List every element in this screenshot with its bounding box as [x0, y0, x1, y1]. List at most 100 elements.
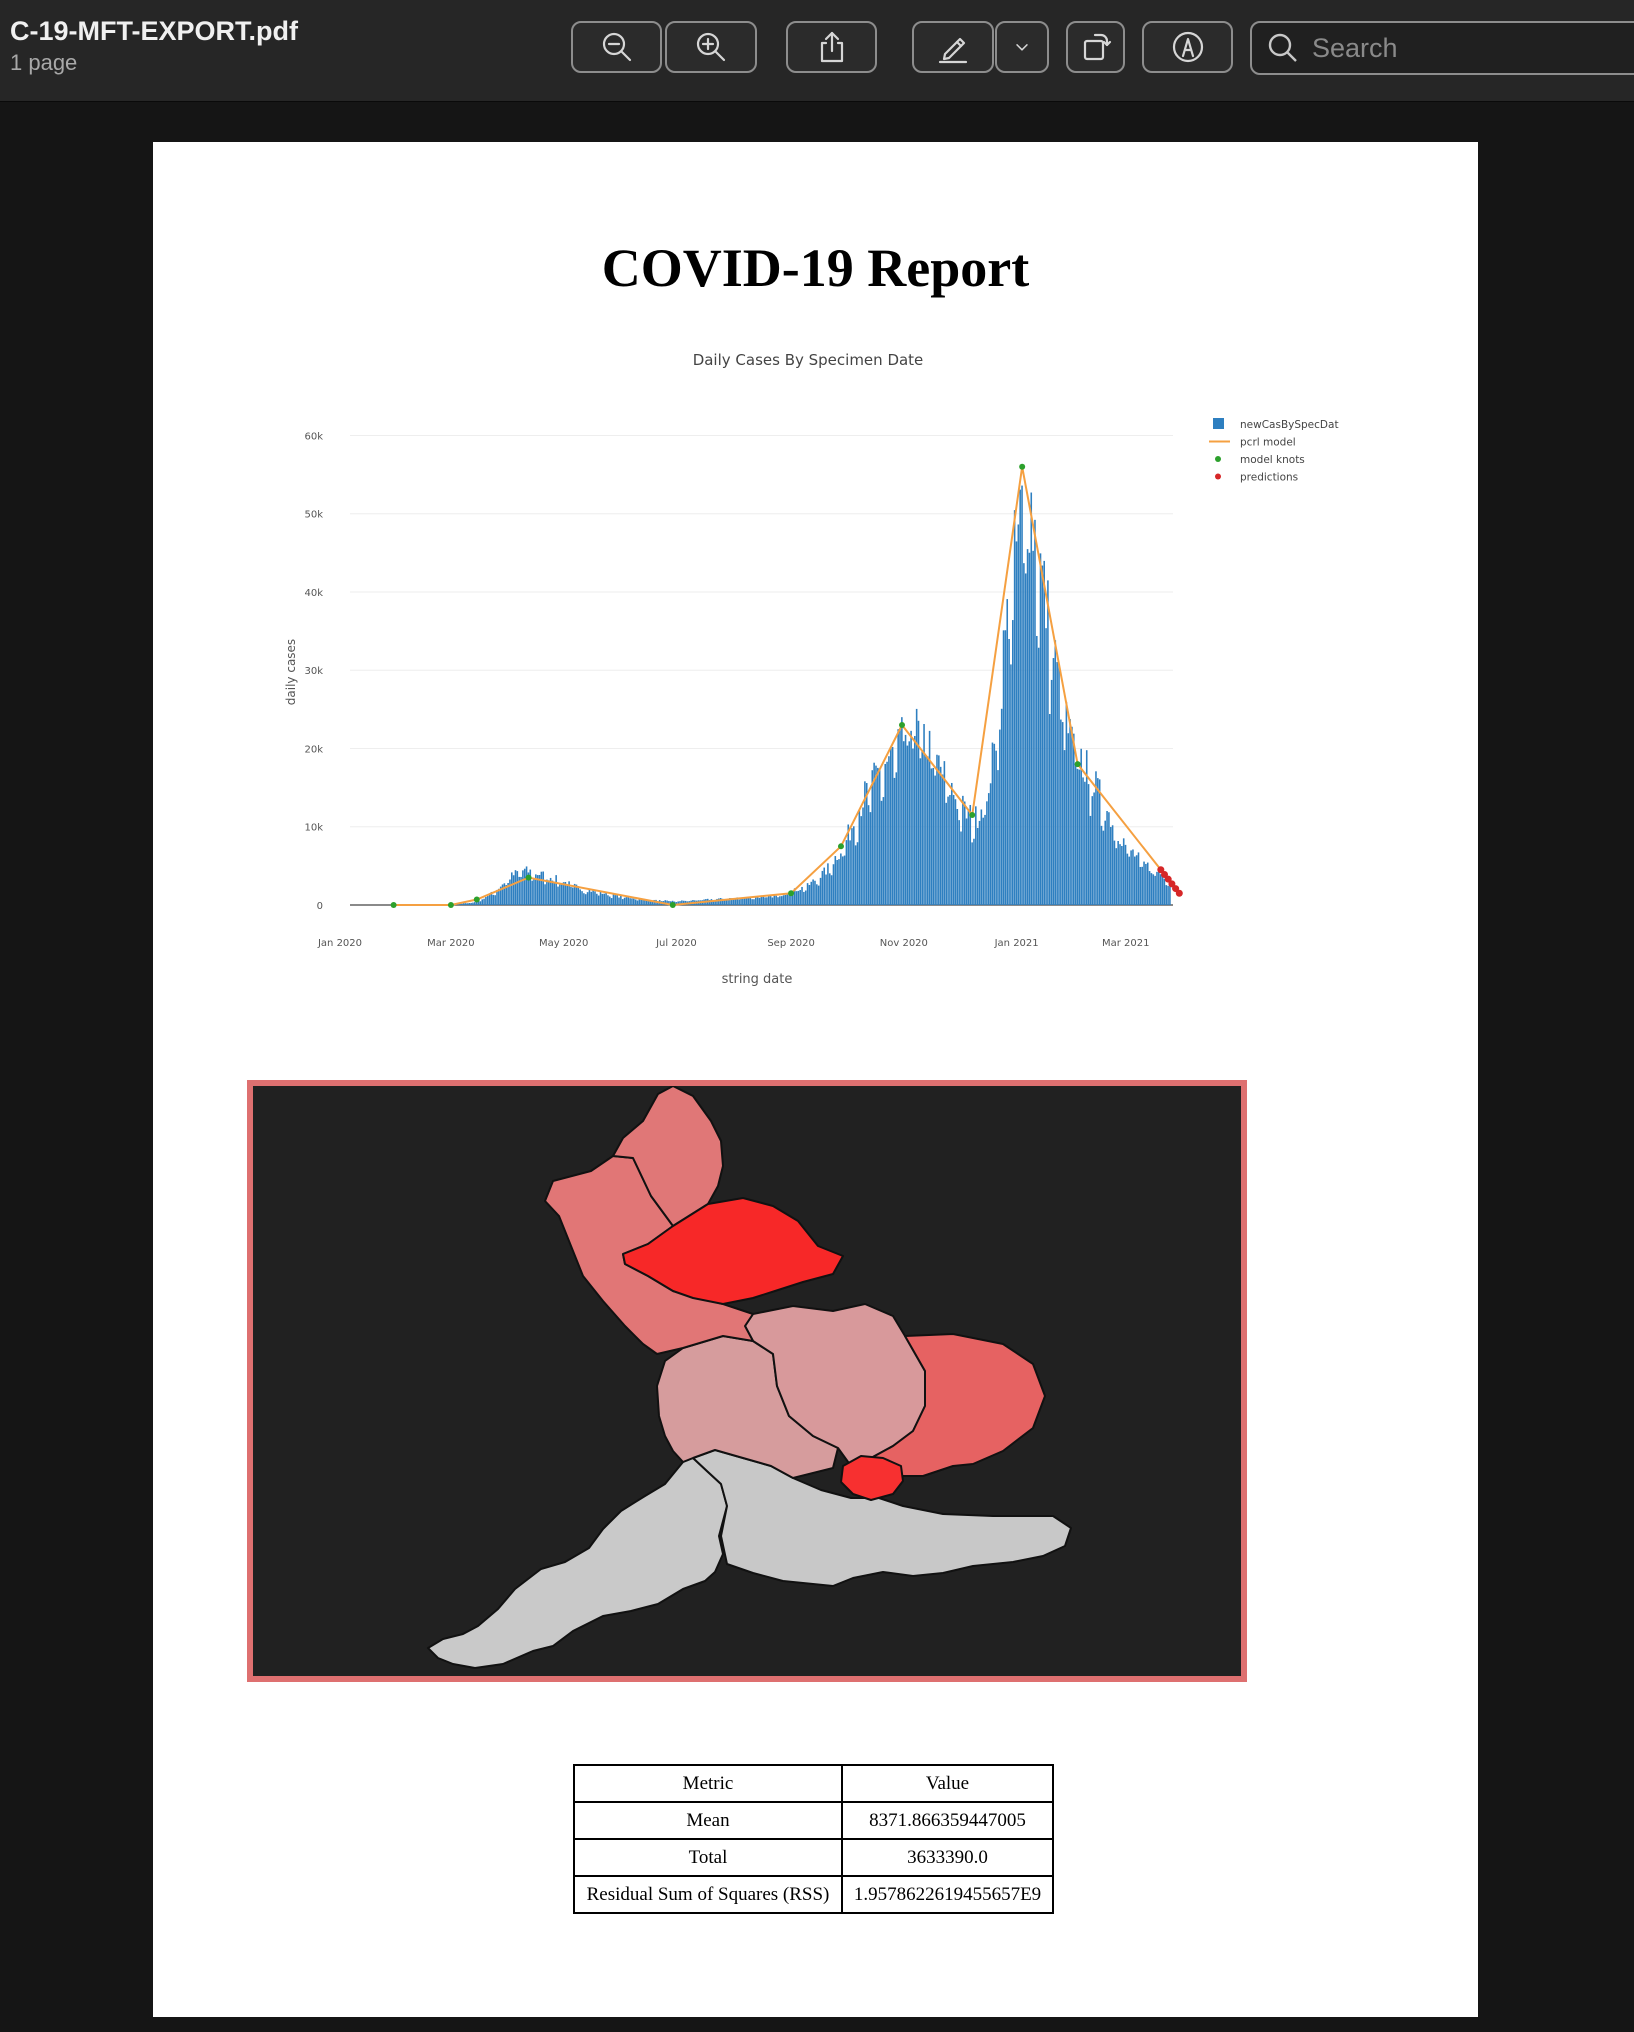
daily-cases-bar: [1167, 885, 1169, 905]
daily-cases-bar: [1036, 635, 1038, 905]
daily-cases-bar: [1010, 664, 1012, 905]
daily-cases-bar: [494, 895, 496, 905]
zoom-in-button[interactable]: [665, 21, 757, 73]
daily-cases-bar: [462, 903, 465, 905]
daily-cases-bar: [740, 898, 742, 905]
daily-cases-bar: [975, 806, 977, 905]
daily-cases-bar: [470, 902, 472, 905]
daily-cases-bar: [1008, 638, 1010, 905]
daily-cases-bar: [926, 756, 929, 905]
legend-point-swatch: [1215, 473, 1221, 480]
daily-cases-bar: [1065, 701, 1068, 905]
daily-cases-bar: [1028, 552, 1031, 905]
daily-cases-bar: [675, 902, 678, 905]
chart-legend: newCasBySpecDat pcrl model model knots pred…: [1209, 418, 1339, 484]
daily-cases-bar: [1056, 662, 1058, 905]
daily-cases-bar: [1021, 485, 1023, 905]
daily-cases-bar: [999, 729, 1001, 905]
daily-cases-bar: [764, 897, 766, 905]
daily-cases-bar: [854, 845, 857, 905]
daily-cases-bar: [1093, 792, 1095, 905]
daily-cases-bar: [1058, 664, 1060, 905]
daily-cases-bar: [599, 890, 602, 905]
daily-cases-bar: [808, 884, 811, 905]
daily-cases-bar: [522, 870, 524, 905]
daily-cases-bar: [533, 878, 535, 905]
legend-label: pcrl model: [1240, 437, 1296, 449]
model-knot: [525, 874, 532, 881]
x-tick-label: Nov 2020: [880, 938, 928, 949]
daily-cases-bar: [904, 734, 907, 905]
share-button[interactable]: [786, 21, 877, 73]
daily-cases-bar: [1158, 871, 1160, 905]
daily-cases-bar: [612, 893, 615, 905]
daily-cases-bar: [1017, 524, 1020, 905]
daily-cases-bar: [984, 814, 986, 905]
y-tick-label: 20k: [304, 744, 323, 755]
zoom-out-button[interactable]: [571, 21, 662, 73]
daily-cases-bar: [982, 817, 984, 905]
daily-cases-bar: [919, 758, 922, 905]
daily-cases-bar: [553, 881, 556, 905]
legend-bar-swatch: [1213, 418, 1224, 429]
daily-cases-bar: [853, 826, 855, 905]
daily-cases-bar: [908, 741, 911, 905]
daily-cases-bar: [1106, 811, 1108, 905]
daily-cases-bar: [958, 820, 960, 905]
daily-cases-bar: [836, 860, 838, 905]
daily-cases-bar: [742, 898, 744, 905]
rotate-button[interactable]: [1066, 21, 1125, 73]
daily-cases-bar: [976, 827, 979, 905]
daily-cases-bar: [941, 774, 944, 905]
markup-menu-button[interactable]: [995, 21, 1049, 73]
daily-cases-bar: [586, 892, 589, 905]
daily-cases-bar: [577, 886, 580, 905]
daily-cases-bar: [1122, 838, 1125, 905]
daily-cases-bar: [546, 879, 548, 905]
daily-cases-bar: [640, 898, 642, 905]
daily-cases-bar: [777, 897, 779, 905]
daily-cases-bar: [943, 761, 946, 905]
daily-cases-bar: [1000, 708, 1003, 905]
daily-cases-bar: [729, 898, 731, 905]
england-region-map: [247, 1080, 1247, 1682]
daily-cases-bar: [1145, 863, 1147, 905]
daily-cases-bar: [507, 882, 509, 905]
daily-cases-bar: [716, 898, 718, 905]
daily-cases-bar: [527, 872, 530, 905]
markup-button[interactable]: [912, 21, 994, 73]
report-title: COVID-19 Report: [601, 238, 1030, 298]
daily-cases-bar: [472, 902, 474, 905]
daily-cases-bar: [488, 893, 491, 905]
map-region-east-of-england: [850, 1333, 1046, 1477]
model-knot: [447, 902, 454, 908]
daily-cases-bar: [738, 899, 740, 905]
search-box[interactable]: [1250, 21, 1634, 75]
daily-cases-bar: [607, 895, 609, 905]
daily-cases-bar: [865, 783, 868, 905]
daily-cases-bar: [856, 842, 859, 905]
daily-cases-bar: [625, 897, 628, 905]
daily-cases-bar: [1128, 856, 1131, 905]
daily-cases-bar: [952, 794, 955, 905]
pencil-icon: [938, 37, 968, 64]
annotate-button[interactable]: [1142, 21, 1233, 73]
model-knot: [788, 890, 795, 897]
daily-cases-bar: [557, 886, 559, 905]
daily-cases-bar: [605, 892, 607, 905]
daily-cases-bar: [468, 903, 471, 905]
daily-cases-bar: [871, 770, 874, 905]
daily-cases-bar: [475, 901, 478, 905]
daily-cases-bar: [1004, 630, 1007, 905]
knots-series: [390, 463, 1164, 908]
x-axis-label: string date: [722, 972, 793, 987]
model-knot: [899, 722, 905, 729]
daily-cases-bar: [760, 896, 763, 905]
daily-cases-bar: [479, 901, 482, 905]
daily-cases-bar: [529, 869, 532, 905]
search-input[interactable]: [1310, 31, 1614, 65]
daily-cases-bar: [629, 898, 631, 905]
daily-cases-bar: [1071, 726, 1073, 905]
toolbar: C-19-MFT-EXPORT.pdf 1 page: [0, 0, 1634, 102]
daily-cases-bar: [1030, 492, 1033, 905]
